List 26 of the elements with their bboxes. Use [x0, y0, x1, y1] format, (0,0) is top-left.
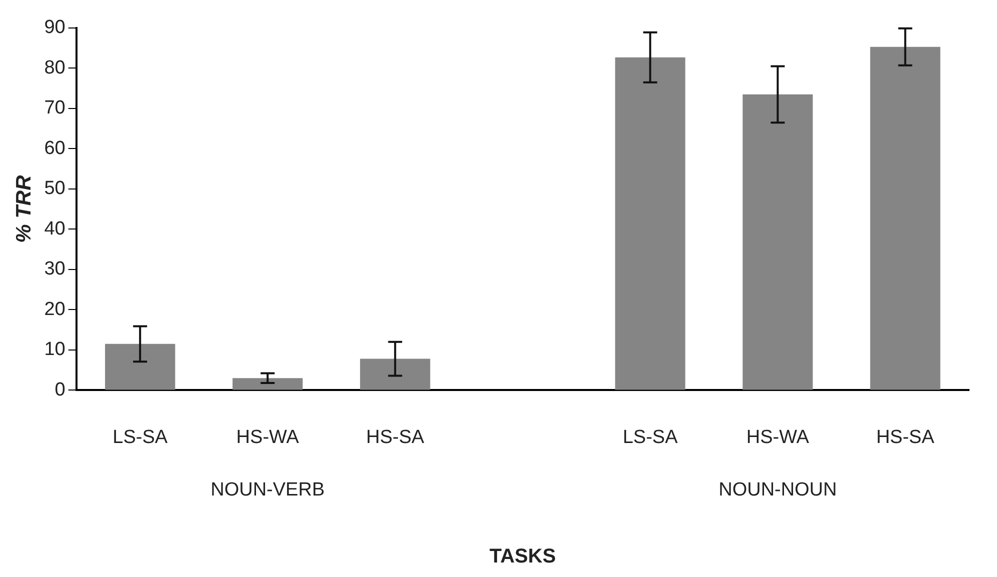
y-tick-label: 10: [44, 339, 66, 360]
text: NOUN-NOUN: [718, 479, 837, 500]
x-tick-label: HS-SA: [876, 426, 935, 448]
x-tick-label: LS-SA: [112, 426, 168, 448]
y-tick-label: 80: [44, 57, 66, 78]
x-axis-title: TASKS: [490, 546, 556, 568]
y-tick-label: 30: [44, 258, 66, 280]
x-tick-label: HS-WA: [746, 426, 810, 448]
x-tick-label: LS-SA: [622, 426, 678, 448]
y-tick-label: 90: [44, 17, 66, 38]
x-tick-label: HS-SA: [366, 426, 424, 448]
bar: [870, 46, 940, 390]
y-tick-label: 40: [44, 218, 66, 240]
y-tick-label: 20: [44, 298, 66, 320]
bar: [105, 344, 176, 390]
y-axis-title: % TRR: [12, 174, 36, 243]
bar: [615, 57, 686, 390]
x-tick-label: HS-WA: [236, 426, 300, 448]
y-tick-label: 0: [54, 379, 66, 400]
text: NOUN-VERB: [210, 479, 325, 500]
y-tick-label: 50: [44, 178, 66, 200]
y-tick-label: 70: [44, 98, 66, 119]
bar: [360, 358, 430, 390]
y-tick-label: 60: [44, 138, 66, 159]
bar: [232, 378, 303, 390]
bar: [742, 94, 813, 390]
